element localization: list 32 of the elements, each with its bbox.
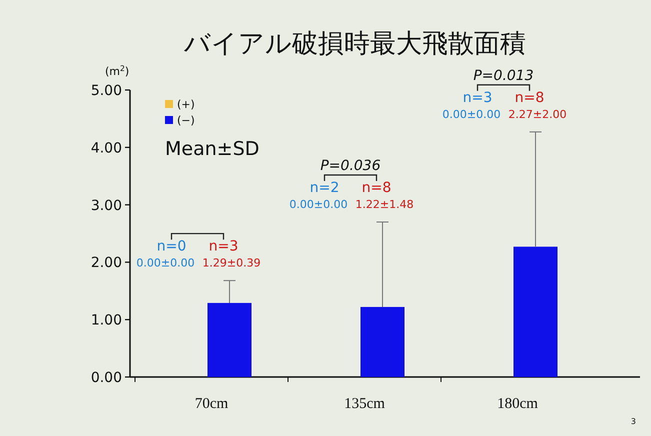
- text: P=0.013: [473, 68, 534, 84]
- annotation: 1.29±0.39: [202, 256, 261, 270]
- annotation: n=3: [208, 238, 238, 255]
- annotation: P=0.036: [320, 158, 381, 174]
- x-tick-label: 135cm: [344, 396, 386, 412]
- y-tick-label: 5.00: [90, 83, 122, 99]
- bar: [208, 302, 252, 377]
- y-tick-label: 2.00: [90, 255, 122, 272]
- annotation: n=8: [514, 90, 544, 106]
- chart-title: バイアル破損時最大飛散面積: [183, 29, 526, 59]
- annotation: n=8: [362, 180, 392, 196]
- legend-label: (+): [177, 98, 195, 111]
- annotation: 2.27±2.00: [508, 108, 567, 121]
- legend-label: (−): [177, 114, 195, 127]
- bar: [360, 306, 404, 377]
- annotation: 0.00±0.00: [136, 256, 195, 270]
- y-tick-label: 1.00: [90, 312, 122, 329]
- y-axis-title: (m$^{2}$): [105, 64, 130, 78]
- annotation: Mean±SD: [165, 138, 260, 160]
- y-tick-label: 3.00: [90, 198, 122, 214]
- bar: [514, 246, 558, 377]
- y-tick-label: 4.00: [90, 140, 122, 156]
- annotation: n=0: [156, 238, 186, 255]
- annotation: n=3: [462, 90, 492, 106]
- y-tick-label: 0.00: [90, 370, 122, 386]
- annotation: 1.22±1.48: [355, 198, 414, 212]
- text: 3: [630, 417, 636, 426]
- annotation: n=2: [310, 180, 340, 196]
- annotation: 0.00±0.00: [442, 108, 501, 121]
- x-tick-label: 180cm: [497, 396, 538, 412]
- annotation: 0.00±0.00: [289, 198, 348, 212]
- x-tick-label: 70cm: [194, 396, 228, 412]
